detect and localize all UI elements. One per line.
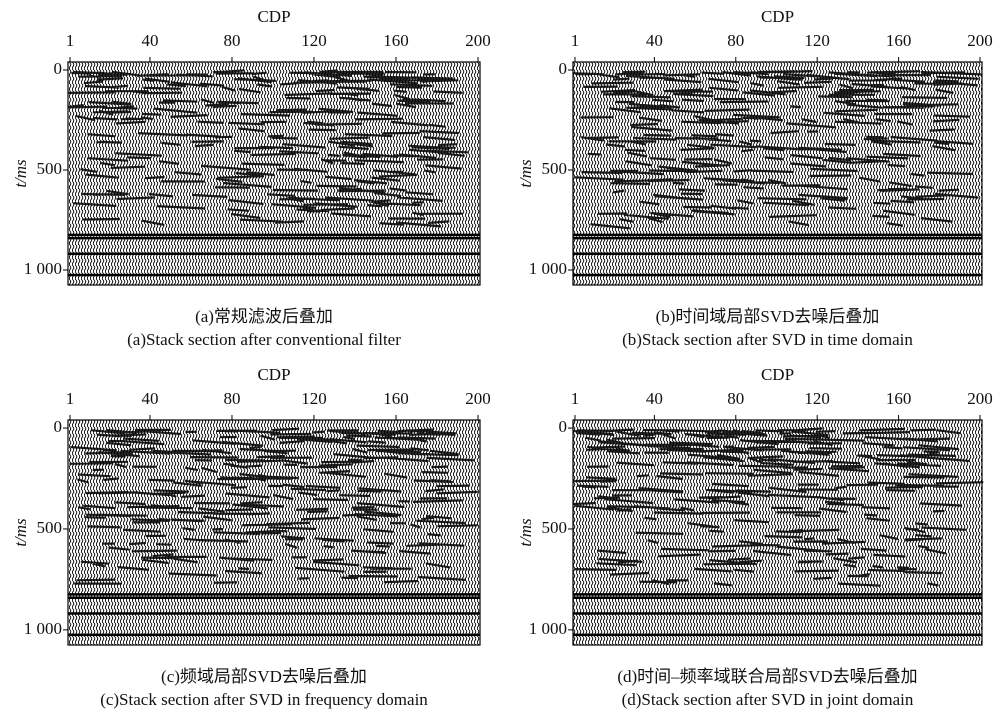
x-tick-label: 160 [383, 31, 409, 50]
x-tick-label: 80 [223, 389, 240, 408]
x-tick-label: 120 [804, 389, 830, 408]
x-axis-label: CDP [257, 365, 290, 384]
caption-en: (a)Stack section after conventional filt… [127, 330, 401, 349]
caption-zh: (d)时间–频率域联合局部SVD去噪后叠加 [617, 667, 917, 686]
reflection-events [69, 427, 478, 585]
y-tick-label: 500 [37, 159, 63, 178]
y-axis-label: t/ms [11, 518, 30, 547]
caption-en: (d)Stack section after SVD in joint doma… [622, 690, 914, 709]
reflection-events [573, 427, 984, 587]
plot-frame [67, 61, 481, 286]
y-tick-label: 500 [37, 518, 63, 537]
y-tick-label: 0 [559, 417, 568, 436]
caption-zh: (b)时间域局部SVD去噪后叠加 [656, 307, 880, 326]
reflection-events [572, 70, 982, 230]
y-axis-label: t/ms [11, 159, 30, 188]
x-tick-label: 200 [465, 31, 491, 50]
caption-zh: (c)频域局部SVD去噪后叠加 [161, 667, 367, 686]
y-tick-label: 1 000 [529, 619, 567, 638]
x-tick-label: 200 [967, 31, 993, 50]
y-axis-label: t/ms [516, 159, 535, 188]
x-tick-label: 120 [301, 31, 327, 50]
plot-frame [572, 419, 983, 646]
x-tick-label: 120 [301, 389, 327, 408]
seismic-traces [68, 62, 480, 285]
x-axis-label: CDP [257, 7, 290, 26]
y-tick-label: 0 [559, 59, 568, 78]
caption-zh: (a)常规滤波后叠加 [195, 307, 333, 326]
y-tick-label: 500 [542, 159, 568, 178]
reflection-events [67, 69, 469, 228]
x-tick-label: 160 [886, 31, 912, 50]
caption-en: (b)Stack section after SVD in time domai… [622, 330, 913, 349]
y-tick-label: 500 [542, 518, 568, 537]
x-tick-label: 200 [967, 389, 993, 408]
x-tick-label: 1 [66, 389, 75, 408]
caption-en: (c)Stack section after SVD in frequency … [100, 690, 428, 709]
x-tick-label: 1 [66, 31, 75, 50]
x-tick-label: 1 [571, 31, 580, 50]
x-tick-label: 160 [886, 389, 912, 408]
x-axis-label: CDP [761, 365, 794, 384]
x-tick-label: 120 [804, 31, 830, 50]
x-tick-label: 40 [646, 31, 663, 50]
plot-frame [67, 419, 481, 646]
y-axis-label: t/ms [516, 518, 535, 547]
x-tick-label: 80 [727, 389, 744, 408]
y-tick-label: 1 000 [24, 619, 62, 638]
y-tick-label: 0 [54, 417, 63, 436]
y-tick-label: 1 000 [24, 259, 62, 278]
x-axis-label: CDP [761, 7, 794, 26]
x-tick-label: 160 [383, 389, 409, 408]
x-tick-label: 80 [223, 31, 240, 50]
x-tick-label: 40 [141, 389, 158, 408]
y-tick-label: 0 [54, 59, 63, 78]
x-tick-label: 80 [727, 31, 744, 50]
y-tick-label: 1 000 [529, 259, 567, 278]
x-tick-label: 40 [141, 31, 158, 50]
x-tick-label: 1 [571, 389, 580, 408]
x-tick-label: 40 [646, 389, 663, 408]
plot-frame [572, 61, 983, 286]
x-tick-label: 200 [465, 389, 491, 408]
